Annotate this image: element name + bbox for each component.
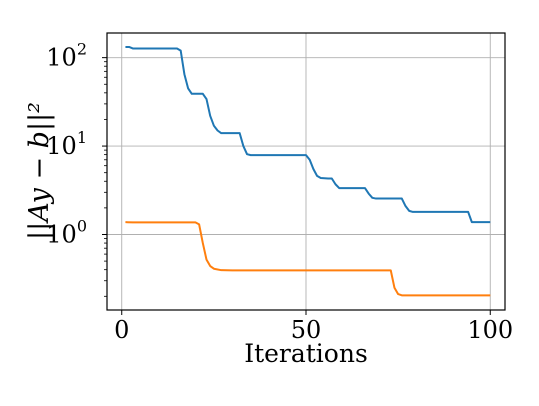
y-tick-exponent: 0 bbox=[77, 216, 87, 235]
x-tick-label: 50 bbox=[291, 316, 322, 344]
x-tick-label: 0 bbox=[114, 316, 129, 344]
y-tick-exponent: 1 bbox=[77, 128, 87, 147]
x-axis-label: Iterations bbox=[244, 339, 368, 368]
y-tick-label: 102 bbox=[46, 40, 87, 72]
series-group bbox=[125, 45, 491, 297]
series-line-2 bbox=[125, 221, 491, 297]
y-axis-label: ||Ay − b||² bbox=[24, 102, 55, 240]
y-tick-exponent: 2 bbox=[77, 40, 87, 59]
x-tick-label: 100 bbox=[467, 316, 513, 344]
grid bbox=[107, 33, 505, 310]
series-line-1 bbox=[125, 45, 491, 224]
x-ticks: 0 50 100 bbox=[114, 310, 513, 344]
